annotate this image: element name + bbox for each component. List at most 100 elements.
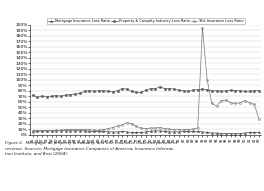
Title Insurance Loss Ratio: [74, 129, 77, 131]
Property & Casualty Industry Loss Ratio: [130, 90, 133, 92]
Title Insurance Loss Ratio: [78, 129, 82, 131]
Title Insurance Loss Ratio: [177, 129, 181, 131]
Property & Casualty Industry Loss Ratio: [248, 90, 251, 92]
Line: Mortgage Insurance Loss Ratio: Mortgage Insurance Loss Ratio: [32, 130, 260, 134]
Property & Casualty Industry Loss Ratio: [149, 87, 152, 90]
Property & Casualty Industry Loss Ratio: [125, 88, 129, 90]
Mortgage Insurance Loss Ratio: [31, 130, 34, 132]
Mortgage Insurance Loss Ratio: [59, 130, 63, 132]
Property & Casualty Industry Loss Ratio: [220, 90, 223, 92]
Mortgage Insurance Loss Ratio: [135, 131, 138, 134]
Property & Casualty Industry Loss Ratio: [31, 94, 34, 96]
Text: Figure 2.  Mortgage, all property & casualty, and title insurance losses as perc: Figure 2. Mortgage, all property & casua…: [5, 141, 177, 156]
Title Insurance Loss Ratio: [36, 130, 39, 133]
Title Insurance Loss Ratio: [243, 100, 247, 102]
Title Insurance Loss Ratio: [257, 118, 261, 120]
Property & Casualty Industry Loss Ratio: [191, 89, 195, 91]
Property & Casualty Industry Loss Ratio: [41, 95, 44, 97]
Property & Casualty Industry Loss Ratio: [196, 88, 199, 91]
Mortgage Insurance Loss Ratio: [92, 130, 96, 133]
Property & Casualty Industry Loss Ratio: [135, 91, 138, 94]
Title Insurance Loss Ratio: [45, 130, 49, 132]
Mortgage Insurance Loss Ratio: [36, 130, 39, 132]
Mortgage Insurance Loss Ratio: [177, 131, 181, 133]
Property & Casualty Industry Loss Ratio: [107, 90, 110, 92]
Mortgage Insurance Loss Ratio: [163, 130, 166, 133]
Title Insurance Loss Ratio: [64, 129, 67, 131]
Title Insurance Loss Ratio: [97, 129, 100, 131]
Property & Casualty Industry Loss Ratio: [88, 90, 91, 92]
Title Insurance Loss Ratio: [215, 105, 218, 107]
Title Insurance Loss Ratio: [149, 127, 152, 129]
Title Insurance Loss Ratio: [196, 127, 199, 129]
Mortgage Insurance Loss Ratio: [121, 130, 124, 133]
Mortgage Insurance Loss Ratio: [257, 131, 261, 134]
Legend: Mortgage Insurance Loss Ratio, Property & Casualty Industry Loss Ratio, Title In: Mortgage Insurance Loss Ratio, Property …: [47, 18, 245, 24]
Title Insurance Loss Ratio: [168, 128, 171, 130]
Property & Casualty Industry Loss Ratio: [182, 90, 185, 92]
Title Insurance Loss Ratio: [220, 100, 223, 102]
Mortgage Insurance Loss Ratio: [206, 131, 209, 134]
Title Insurance Loss Ratio: [248, 102, 251, 104]
Mortgage Insurance Loss Ratio: [107, 131, 110, 133]
Property & Casualty Industry Loss Ratio: [64, 94, 67, 96]
Property & Casualty Industry Loss Ratio: [36, 96, 39, 99]
Title Insurance Loss Ratio: [182, 129, 185, 131]
Property & Casualty Industry Loss Ratio: [102, 90, 105, 92]
Title Insurance Loss Ratio: [102, 129, 105, 131]
Title Insurance Loss Ratio: [130, 123, 133, 125]
Line: Title Insurance Loss Ratio: Title Insurance Loss Ratio: [32, 27, 260, 133]
Mortgage Insurance Loss Ratio: [229, 132, 232, 135]
Title Insurance Loss Ratio: [111, 126, 115, 129]
Title Insurance Loss Ratio: [31, 131, 34, 133]
Mortgage Insurance Loss Ratio: [45, 130, 49, 132]
Mortgage Insurance Loss Ratio: [154, 130, 157, 132]
Mortgage Insurance Loss Ratio: [182, 130, 185, 133]
Mortgage Insurance Loss Ratio: [215, 132, 218, 134]
Property & Casualty Industry Loss Ratio: [121, 87, 124, 90]
Mortgage Insurance Loss Ratio: [210, 132, 214, 134]
Mortgage Insurance Loss Ratio: [83, 130, 86, 132]
Mortgage Insurance Loss Ratio: [191, 130, 195, 133]
Property & Casualty Industry Loss Ratio: [239, 90, 242, 92]
Property & Casualty Industry Loss Ratio: [59, 95, 63, 97]
Mortgage Insurance Loss Ratio: [64, 130, 67, 132]
Title Insurance Loss Ratio: [55, 129, 58, 131]
Mortgage Insurance Loss Ratio: [97, 130, 100, 133]
Title Insurance Loss Ratio: [83, 129, 86, 131]
Mortgage Insurance Loss Ratio: [196, 130, 199, 133]
Title Insurance Loss Ratio: [206, 79, 209, 81]
Mortgage Insurance Loss Ratio: [144, 131, 148, 133]
Mortgage Insurance Loss Ratio: [239, 132, 242, 135]
Title Insurance Loss Ratio: [210, 102, 214, 104]
Title Insurance Loss Ratio: [154, 127, 157, 129]
Mortgage Insurance Loss Ratio: [201, 131, 204, 133]
Mortgage Insurance Loss Ratio: [248, 131, 251, 134]
Mortgage Insurance Loss Ratio: [41, 130, 44, 132]
Title Insurance Loss Ratio: [191, 128, 195, 130]
Mortgage Insurance Loss Ratio: [187, 130, 190, 133]
Title Insurance Loss Ratio: [201, 26, 204, 29]
Mortgage Insurance Loss Ratio: [50, 130, 53, 132]
Title Insurance Loss Ratio: [92, 129, 96, 131]
Mortgage Insurance Loss Ratio: [69, 130, 72, 132]
Title Insurance Loss Ratio: [187, 129, 190, 131]
Property & Casualty Industry Loss Ratio: [83, 90, 86, 92]
Mortgage Insurance Loss Ratio: [88, 130, 91, 133]
Property & Casualty Industry Loss Ratio: [210, 90, 214, 92]
Mortgage Insurance Loss Ratio: [140, 131, 143, 134]
Property & Casualty Industry Loss Ratio: [50, 95, 53, 97]
Title Insurance Loss Ratio: [224, 99, 228, 101]
Property & Casualty Industry Loss Ratio: [229, 89, 232, 91]
Property & Casualty Industry Loss Ratio: [253, 90, 256, 92]
Property & Casualty Industry Loss Ratio: [163, 87, 166, 90]
Property & Casualty Industry Loss Ratio: [45, 96, 49, 98]
Mortgage Insurance Loss Ratio: [116, 131, 119, 133]
Title Insurance Loss Ratio: [69, 129, 72, 131]
Mortgage Insurance Loss Ratio: [149, 130, 152, 133]
Title Insurance Loss Ratio: [140, 127, 143, 129]
Title Insurance Loss Ratio: [163, 127, 166, 130]
Mortgage Insurance Loss Ratio: [111, 131, 115, 133]
Property & Casualty Industry Loss Ratio: [154, 87, 157, 90]
Mortgage Insurance Loss Ratio: [253, 131, 256, 134]
